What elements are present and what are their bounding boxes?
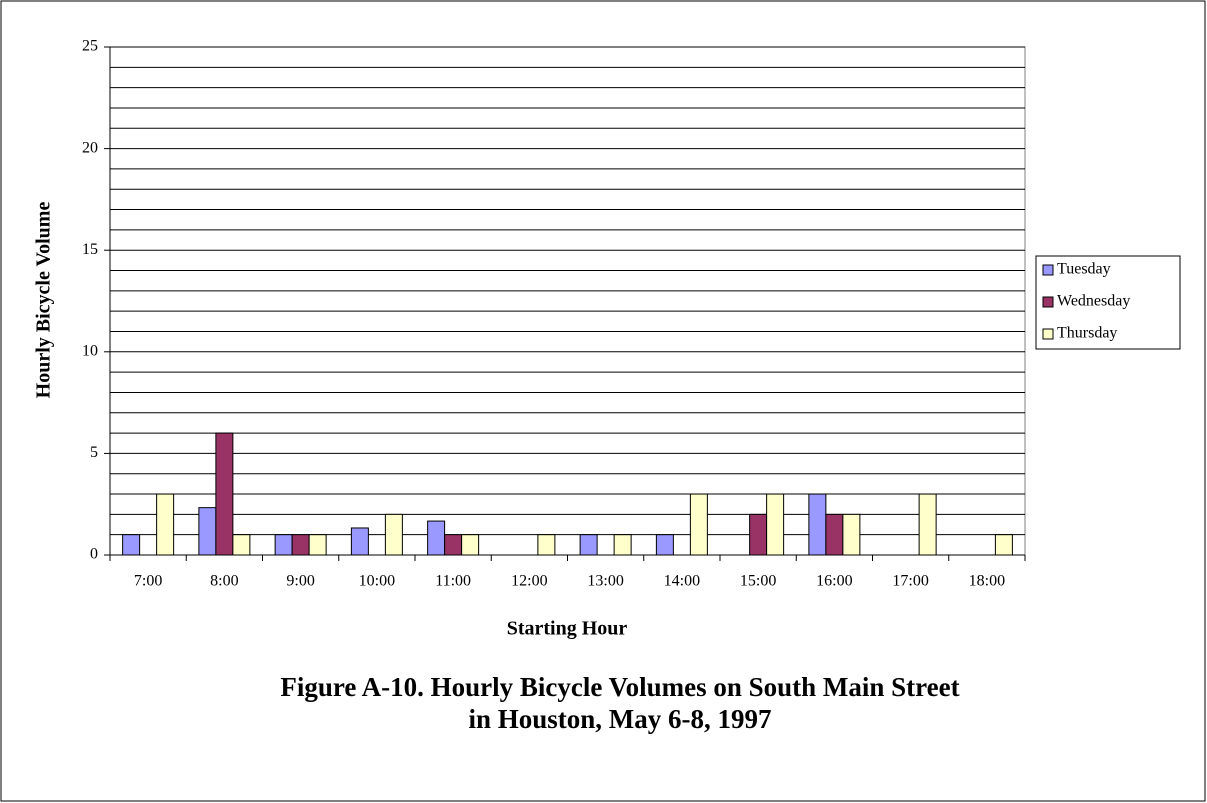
legend-label: Thursday [1057, 325, 1117, 342]
x-tick-label: 10:00 [359, 573, 395, 590]
bar [291, 534, 310, 556]
bar [749, 513, 768, 556]
y-tick-label: 0 [90, 546, 98, 563]
bar [808, 493, 827, 556]
y-tick-label: 15 [82, 241, 98, 258]
legend-swatch [1042, 296, 1054, 308]
y-tick-label: 20 [82, 139, 98, 156]
bar [384, 513, 403, 556]
plot-area [109, 46, 1026, 556]
bar [613, 534, 632, 556]
bar [308, 534, 327, 556]
bar [215, 432, 234, 556]
x-tick-label: 7:00 [134, 573, 162, 590]
bar [537, 534, 556, 556]
x-tick-label: 17:00 [892, 573, 928, 590]
bar [232, 534, 251, 556]
legend-swatch [1042, 328, 1054, 340]
chart-title: in Houston, May 6-8, 1997 [468, 704, 771, 734]
y-tick-label: 10 [82, 342, 98, 359]
x-tick-label: 11:00 [435, 573, 471, 590]
x-tick-label: 14:00 [664, 573, 700, 590]
bar [274, 534, 293, 556]
bar [198, 507, 217, 556]
x-tick-label: 16:00 [816, 573, 852, 590]
legend-swatch [1042, 264, 1054, 276]
x-tick-label: 12:00 [511, 573, 547, 590]
x-tick-label: 8:00 [210, 573, 238, 590]
bar [918, 493, 937, 556]
x-axis-label: Starting Hour [507, 618, 628, 640]
y-tick-label: 25 [82, 38, 98, 55]
x-tick-label: 15:00 [740, 573, 776, 590]
legend-label: Wednesday [1057, 293, 1130, 310]
bar [766, 493, 785, 556]
legend-label: Tuesday [1057, 261, 1111, 278]
x-tick-label: 9:00 [286, 573, 314, 590]
bar [579, 534, 598, 556]
bar [427, 520, 446, 556]
bar [444, 534, 463, 556]
bar [825, 513, 844, 556]
y-tick-label: 5 [90, 444, 98, 461]
legend-box [1035, 255, 1181, 350]
x-tick-label: 13:00 [587, 573, 623, 590]
bar [461, 534, 480, 556]
bar [994, 534, 1013, 556]
x-tick-label: 18:00 [969, 573, 1005, 590]
bar [655, 534, 674, 556]
bar [689, 493, 708, 556]
bar [842, 513, 861, 556]
bar [350, 527, 369, 556]
bar [122, 534, 141, 556]
chart-title: Figure A-10. Hourly Bicycle Volumes on S… [280, 672, 959, 702]
bar [156, 493, 175, 556]
y-axis-label: Hourly Bicycle Volume [33, 202, 55, 399]
